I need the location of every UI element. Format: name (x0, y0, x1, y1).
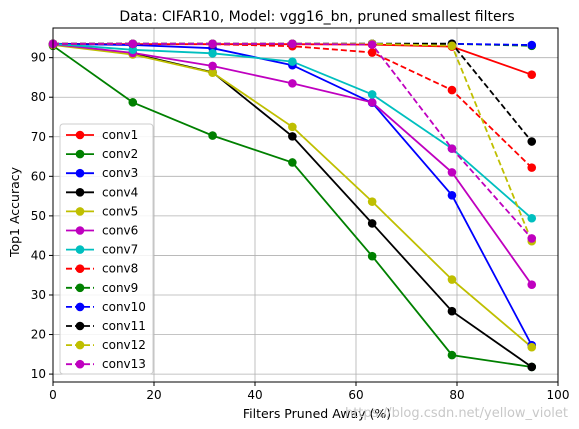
y-tick-label: 20 (31, 328, 46, 342)
data-point-conv4 (527, 362, 537, 372)
data-point-conv5 (208, 68, 217, 77)
y-tick-label: 50 (31, 209, 46, 223)
data-point-conv4 (367, 219, 377, 228)
data-point-conv13 (527, 234, 537, 243)
data-point-conv6 (288, 79, 297, 88)
legend-marker-conv8 (75, 264, 85, 274)
data-point-conv1 (527, 70, 537, 79)
data-point-conv7 (208, 49, 217, 58)
x-tick-label: 100 (547, 388, 570, 402)
legend-label-conv1: conv1 (102, 128, 138, 142)
y-tick-label: 30 (31, 288, 46, 302)
legend-label-conv2: conv2 (102, 147, 138, 161)
data-point-conv5 (527, 342, 537, 352)
data-point-conv13 (128, 39, 138, 49)
legend-marker-conv2 (75, 149, 85, 159)
plot-area: 0 20 40 60 80 100 10 20 30 40 50 60 70 80 90 conv1 conv2… (31, 27, 570, 402)
x-tick-label: 80 (449, 388, 464, 402)
x-tick-label: 20 (146, 388, 161, 402)
data-point-conv7 (527, 213, 537, 223)
x-tick-label: 0 (49, 388, 57, 402)
data-point-conv7 (288, 57, 297, 66)
y-tick-label: 40 (31, 248, 46, 262)
data-point-conv7 (367, 90, 377, 99)
legend-label-conv13: conv13 (102, 357, 146, 371)
y-tick-label: 10 (31, 367, 46, 381)
y-tick-label: 80 (31, 90, 46, 104)
data-point-conv3 (447, 191, 457, 200)
legend-label-conv3: conv3 (102, 166, 138, 180)
data-point-conv8 (367, 48, 377, 57)
legend-marker-conv1 (75, 130, 85, 140)
legend-marker-conv12 (75, 340, 85, 350)
data-point-conv2 (447, 350, 457, 360)
data-point-conv13 (288, 39, 297, 49)
data-point-conv4 (447, 306, 457, 316)
data-point-conv5 (447, 275, 457, 284)
data-point-conv8 (527, 163, 537, 172)
data-point-conv6 (527, 280, 537, 289)
y-tick-label: 90 (31, 51, 46, 65)
legend: conv1 conv2 conv3 conv4 conv5 conv6 conv7 conv8… (59, 123, 154, 375)
data-point-conv2 (367, 251, 377, 261)
chart-title: Data: CIFAR10, Model: vgg16_bn, pruned s… (119, 9, 514, 25)
legend-label-conv11: conv11 (102, 319, 146, 333)
legend-label-conv6: conv6 (102, 224, 138, 238)
legend-label-conv5: conv5 (102, 204, 138, 218)
legend-label-conv8: conv8 (102, 262, 138, 276)
x-axis-label: Filters Pruned Away (%) (243, 406, 391, 421)
data-point-conv4 (288, 132, 297, 141)
legend-label-conv7: conv7 (102, 243, 138, 257)
data-point-conv6 (367, 98, 377, 107)
y-tick-label: 70 (31, 130, 46, 144)
x-tick-label: 60 (348, 388, 363, 402)
data-point-conv2 (128, 98, 138, 107)
y-tick-label: 60 (31, 169, 46, 183)
legend-marker-conv3 (75, 168, 85, 178)
data-point-conv2 (288, 158, 297, 167)
legend-label-conv10: conv10 (102, 300, 146, 314)
y-axis-label: Top1 Accuracy (7, 166, 22, 258)
legend-marker-conv13 (75, 359, 85, 369)
data-point-conv6 (208, 61, 217, 71)
legend-marker-conv10 (75, 302, 85, 312)
legend-marker-conv6 (75, 226, 85, 235)
data-point-conv10 (527, 40, 537, 50)
data-point-conv13 (447, 144, 457, 153)
legend-marker-conv7 (75, 245, 85, 254)
legend-label-conv9: conv9 (102, 281, 138, 295)
legend-marker-conv4 (75, 188, 85, 197)
plot-frame (52, 27, 559, 383)
legend-marker-conv9 (75, 283, 85, 293)
data-point-conv12 (447, 41, 457, 51)
data-point-conv5 (288, 122, 297, 132)
legend-label-conv4: conv4 (102, 185, 138, 199)
data-point-conv2 (208, 131, 217, 140)
legend-box (59, 123, 154, 375)
data-point-conv13 (208, 39, 217, 49)
data-point-conv13 (367, 40, 377, 49)
data-point-conv7 (128, 45, 138, 55)
data-point-conv6 (447, 168, 457, 177)
watermark-text: https://blog.csdn.net/yellow_violet (345, 406, 568, 421)
legend-label-conv12: conv12 (102, 338, 146, 352)
data-point-conv8 (447, 85, 457, 95)
legend-marker-conv11 (75, 321, 85, 331)
data-point-conv5 (367, 197, 377, 206)
data-point-conv11 (527, 137, 537, 146)
x-tick-label: 40 (247, 388, 262, 402)
legend-marker-conv5 (75, 207, 85, 216)
